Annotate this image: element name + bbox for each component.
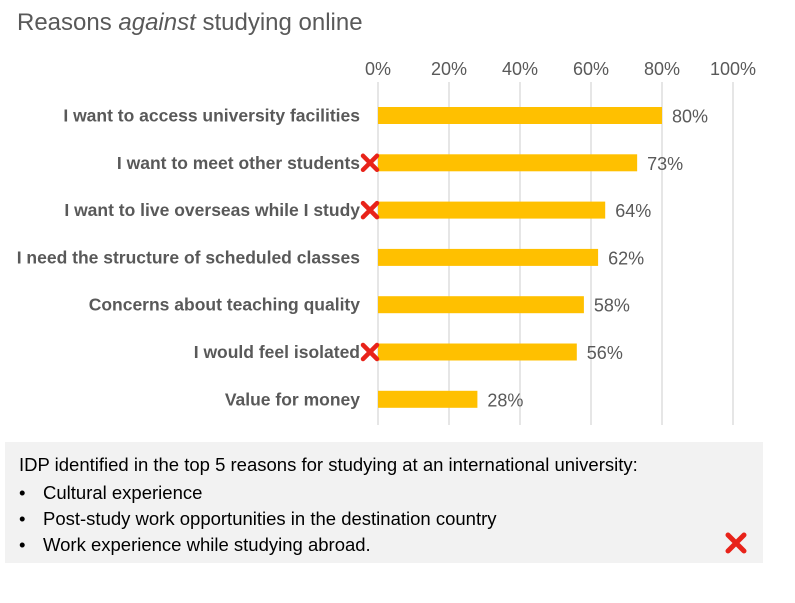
chart-title-emphasis: against [118, 9, 196, 36]
bar [378, 154, 638, 172]
bar [378, 248, 599, 266]
note-item: • Work experience while studying abroad. [19, 532, 497, 558]
x-tick-label: 80% [644, 59, 680, 79]
data-label: 56% [587, 343, 623, 363]
chart-title: Reasons against studying online [17, 9, 363, 37]
data-label: 28% [487, 390, 523, 410]
red-x-icon [360, 153, 380, 173]
red-x-icon [360, 342, 380, 362]
note-item: • Post-study work opportunities in the de… [19, 506, 497, 532]
chart-title-suffix: studying online [195, 9, 363, 36]
bullet-icon: • [19, 482, 26, 503]
note-item-text: Cultural experience [43, 482, 203, 503]
data-label: 62% [608, 248, 644, 268]
data-label: 58% [594, 296, 630, 316]
note-item-text: Work experience while studying abroad. [43, 534, 371, 555]
chart-title-prefix: Reasons [17, 9, 119, 36]
bar [378, 107, 662, 124]
bullet-icon: • [19, 534, 26, 555]
category-label: Value for money [225, 389, 360, 409]
bar [378, 201, 606, 219]
bullet-icon: • [19, 508, 26, 529]
note-box: IDP identified in the top 5 reasons for … [5, 442, 763, 563]
note-item: • Cultural experience [19, 480, 497, 506]
note-title: IDP identified in the top 5 reasons for … [19, 454, 638, 475]
red-x-icon [725, 532, 747, 554]
bar [378, 390, 478, 408]
x-tick-label: 100% [710, 59, 756, 79]
x-tick-label: 20% [431, 59, 467, 79]
data-label: 64% [615, 201, 651, 221]
category-label: I want to access university facilities [63, 106, 360, 126]
bar-chart: 0% 20% 40% 60% 80% 100% 80% I want to access un… [17, 59, 756, 425]
bar [378, 343, 577, 361]
category-label: I need the structure of scheduled classe… [17, 247, 361, 267]
category-label: Concerns about teaching quality [89, 295, 361, 315]
x-tick-label: 40% [502, 59, 538, 79]
note-list: • Cultural experience • Post-study work op… [19, 480, 497, 558]
bar [378, 296, 584, 314]
data-label: 80% [672, 107, 708, 127]
category-label: I want to meet other students [117, 153, 360, 173]
category-label: I want to live overseas while I study [64, 200, 360, 220]
data-label: 73% [647, 154, 683, 174]
note-item-text: Post-study work opportunities in the des… [43, 508, 497, 529]
category-label: I would feel isolated [194, 342, 360, 362]
x-tick-label: 60% [573, 59, 609, 79]
x-tick-label: 0% [365, 59, 391, 79]
red-x-icon [360, 200, 380, 220]
